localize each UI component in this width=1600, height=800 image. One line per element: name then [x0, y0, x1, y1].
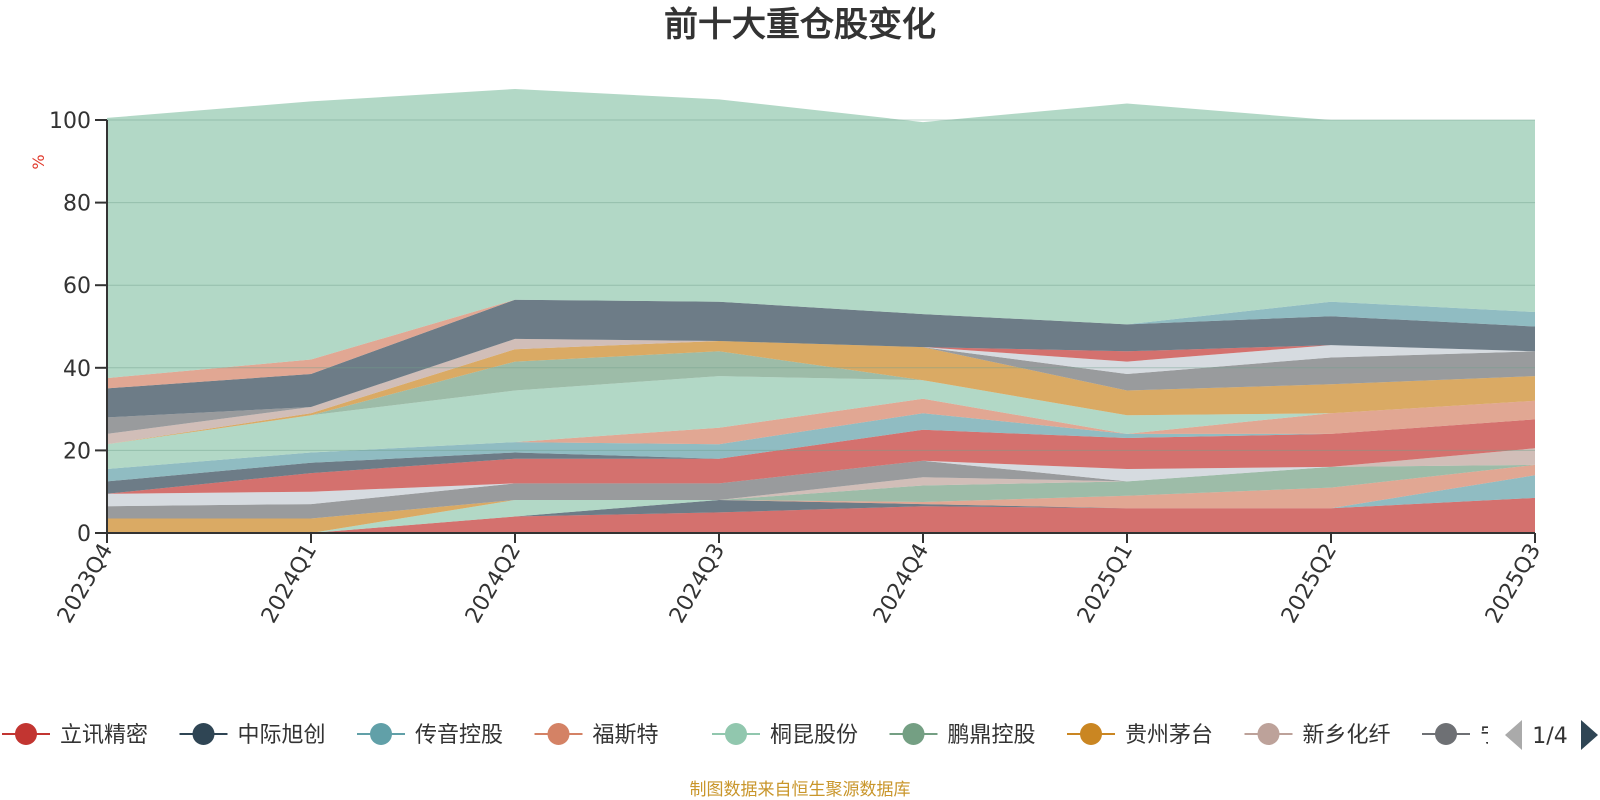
- legend-item[interactable]: 福斯特: [534, 723, 659, 748]
- area-series-6: [107, 464, 1535, 533]
- gridlines: [107, 119, 1535, 451]
- chart-title: 前十大重仓股变化: [664, 5, 936, 45]
- y-axis-ticks: 0 20 40 60 80 100: [49, 109, 107, 547]
- y-tick-label: 100: [49, 109, 91, 134]
- area-series-9: [107, 448, 1535, 519]
- legend-label: 鹏鼎控股: [948, 723, 1036, 748]
- area-series-14: [107, 398, 1535, 469]
- legend-item[interactable]: 宁德: [1422, 723, 1524, 748]
- area-series-22: [107, 299, 1535, 418]
- legend-prev-page-button[interactable]: [1505, 720, 1522, 750]
- area-series-24: [107, 299, 1535, 389]
- legend-item[interactable]: 传音控股: [357, 723, 503, 748]
- y-tick-label: 40: [63, 357, 91, 382]
- y-tick-label: 20: [63, 439, 91, 464]
- legend-items: 立讯精密 中际旭创 传音控股 福斯特 桐昆股份 鹏鼎控股 贵州茅台 新乡化纤 宁德: [2, 723, 1524, 748]
- legend-dot-marker: [547, 723, 570, 745]
- area-series-23: [107, 299, 1535, 389]
- area-series-5: [107, 464, 1535, 533]
- y-axis-unit: %: [29, 154, 48, 169]
- legend-label: 中际旭创: [238, 723, 326, 748]
- area-series-7: [107, 464, 1535, 533]
- x-tick-label: 2025Q2: [1277, 540, 1342, 628]
- area-series-20: [107, 338, 1535, 418]
- legend-item[interactable]: 中际旭创: [179, 723, 326, 748]
- x-tick-label: 2025Q3: [1481, 540, 1546, 628]
- area-series-10: [107, 448, 1535, 507]
- data-source-note: 制图数据来自恒生聚源数据库: [690, 780, 911, 800]
- x-tick-label: 2025Q1: [1073, 540, 1138, 628]
- legend-page-indicator: 1/4: [1532, 724, 1567, 749]
- y-tick-label: 60: [63, 274, 91, 299]
- y-tick-label: 80: [63, 192, 91, 217]
- legend-label: 宁德: [1480, 723, 1524, 748]
- legend-label: 立讯精密: [60, 723, 148, 748]
- area-series-15: [107, 376, 1535, 469]
- legend-dot-marker: [902, 723, 925, 745]
- legend-label: 传音控股: [415, 723, 503, 748]
- legend-item[interactable]: 桐昆股份: [712, 723, 858, 748]
- area-series-17: [107, 341, 1535, 445]
- legend-dot-marker: [1080, 723, 1102, 745]
- legend-next-page-button[interactable]: [1581, 720, 1598, 750]
- x-tick-label: 2024Q4: [869, 540, 934, 628]
- legend-dot-marker: [725, 723, 747, 745]
- area-series-16: [107, 351, 1535, 445]
- area-series-4: [107, 464, 1535, 533]
- y-tick-label: 0: [77, 522, 91, 547]
- legend-dot-marker: [15, 723, 37, 745]
- x-tick-label: 2024Q3: [665, 540, 730, 628]
- x-tick-label: 2024Q2: [461, 540, 526, 628]
- legend-dot-marker: [192, 723, 215, 745]
- legend-label: 贵州茅台: [1125, 723, 1213, 748]
- legend-item[interactable]: 立讯精密: [2, 723, 148, 748]
- x-tick-label: 2024Q1: [257, 540, 322, 628]
- legend-item[interactable]: 鹏鼎控股: [889, 723, 1036, 748]
- legend: 立讯精密 中际旭创 传音控股 福斯特 桐昆股份 鹏鼎控股 贵州茅台 新乡化纤 宁德: [2, 723, 1524, 748]
- area-series-2: [107, 497, 1535, 533]
- legend-label: 福斯特: [593, 723, 659, 748]
- x-tick-label: 2023Q4: [53, 540, 118, 628]
- area-series-19: [107, 338, 1535, 434]
- x-axis-ticks: 2023Q4 2024Q1 2024Q2 2024Q3 2024Q4 2025Q1 2025…: [53, 533, 1546, 628]
- area-series-group: [107, 89, 1535, 533]
- legend-pager: 1/4: [1505, 720, 1598, 750]
- legend-dot-marker: [1435, 723, 1457, 745]
- area-series-1: [107, 497, 1535, 533]
- legend-item[interactable]: 新乡化纤: [1244, 723, 1391, 748]
- legend-dot-marker: [370, 723, 392, 745]
- legend-item[interactable]: 贵州茅台: [1067, 723, 1213, 748]
- area-series-25: [107, 89, 1535, 379]
- axes: [106, 120, 1535, 534]
- area-series-11: [107, 419, 1535, 494]
- legend-label: 新乡化纤: [1303, 723, 1391, 748]
- legend-label: 桐昆股份: [770, 723, 858, 748]
- legend-dot-marker: [1257, 723, 1280, 745]
